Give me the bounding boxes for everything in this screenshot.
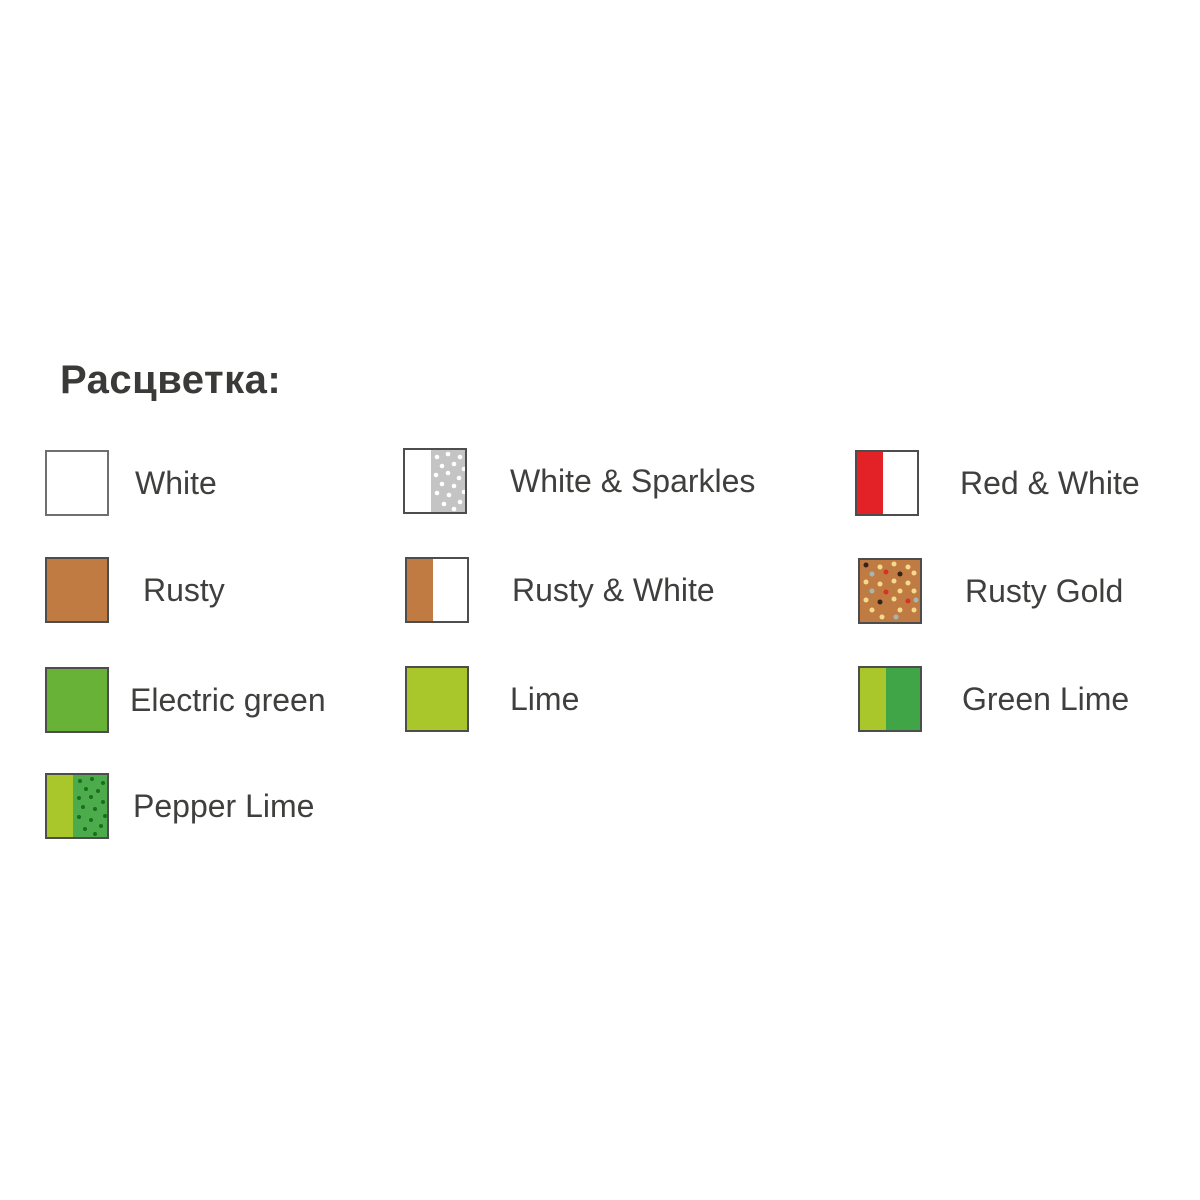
legend-item-red-white: Red & White <box>855 450 1140 516</box>
swatch-electric-green <box>45 667 109 733</box>
legend-item-pepper-lime: Pepper Lime <box>45 773 314 839</box>
swatch-label: Green Lime <box>962 680 1130 717</box>
legend-item-green-lime: Green Lime <box>858 666 1129 732</box>
swatch-label: Pepper Lime <box>133 787 315 824</box>
swatch-label: White & Sparkles <box>510 462 756 499</box>
swatch-label: Rusty & White <box>512 571 715 608</box>
sparkle-dots <box>433 451 467 512</box>
swatch-lime <box>405 666 469 732</box>
legend-item-white-sparkles: White & Sparkles <box>403 448 755 514</box>
legend-item-lime: Lime <box>405 666 579 732</box>
swatch-rusty-gold <box>858 558 922 624</box>
swatch-label: Electric green <box>130 681 326 718</box>
legend-item-rusty-white: Rusty & White <box>405 557 715 623</box>
legend-item-rusty-gold: Rusty Gold <box>858 558 1123 624</box>
swatch-white <box>45 450 109 516</box>
gray-dots <box>869 571 919 620</box>
swatch-rusty-white <box>405 557 469 623</box>
legend-item-electric-green: Electric green <box>45 667 326 733</box>
legend-item-white: White <box>45 450 217 516</box>
swatch-label: Rusty Gold <box>965 572 1124 609</box>
swatch-label: Red & White <box>960 464 1140 501</box>
legend-item-rusty: Rusty <box>45 557 225 623</box>
swatch-label: White <box>135 464 217 501</box>
swatch-red-white <box>855 450 919 516</box>
swatch-label: Rusty <box>143 571 225 608</box>
swatch-pepper-lime <box>45 773 109 839</box>
gold-dots <box>863 561 917 620</box>
black-dots <box>863 562 903 605</box>
swatch-white-sparkles <box>403 448 467 514</box>
swatch-label: Lime <box>510 680 580 717</box>
swatch-rusty <box>45 557 109 623</box>
page-title: Расцветка: <box>60 358 282 402</box>
pepper-dots <box>77 777 107 836</box>
swatch-green-lime <box>858 666 922 732</box>
red-dots <box>883 569 911 604</box>
